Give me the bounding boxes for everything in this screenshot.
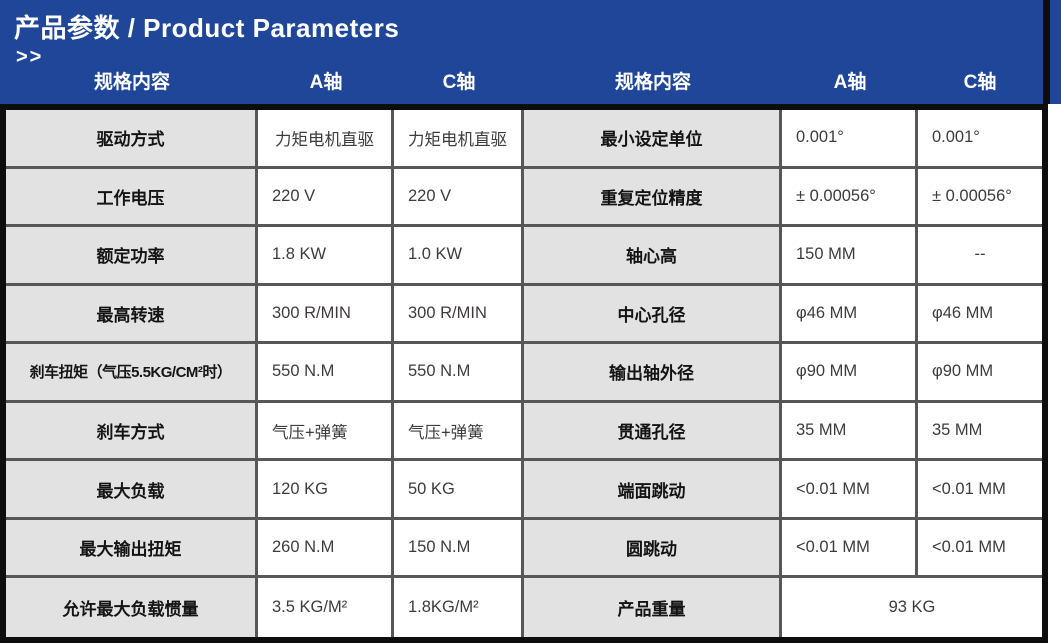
column-header-a-axis-right: A轴 bbox=[833, 71, 867, 93]
value-a-axis: <0.01 MM bbox=[782, 461, 918, 520]
column-headers-row: 规格内容 A轴 C轴 规格内容 A轴 C轴 bbox=[6, 62, 1042, 98]
column-header-c-axis-right: C轴 bbox=[963, 71, 997, 93]
spec-label: 最大负载 bbox=[6, 461, 258, 520]
value-a-axis: 150 MM bbox=[782, 227, 918, 286]
column-header-a-axis-left: A轴 bbox=[309, 71, 343, 93]
column-header-spec-left: 规格内容 bbox=[93, 71, 170, 93]
spec-label: 贯通孔径 bbox=[524, 402, 782, 462]
value-c-axis: 220 V bbox=[394, 168, 524, 228]
chevrons-decoration: >> bbox=[16, 46, 44, 68]
value-a-axis: 220 V bbox=[258, 168, 394, 228]
value-c-axis: 50 KG bbox=[394, 461, 524, 520]
value-c-axis: 150 N.M bbox=[394, 519, 524, 579]
value-c-axis: φ90 MM bbox=[918, 344, 1042, 403]
spec-label: 圆跳动 bbox=[524, 519, 782, 579]
band-notch-divider bbox=[1043, 0, 1050, 104]
spec-label: 刹车方式 bbox=[6, 402, 258, 462]
value-c-axis: ± 0.00056° bbox=[918, 168, 1042, 228]
parameters-table: 驱动方式 力矩电机直驱 力矩电机直驱 工作电压 220 V 220 V 额定功率 1.8 KW… bbox=[0, 104, 1048, 643]
value-a-axis: 0.001° bbox=[782, 110, 918, 169]
spec-label: 轴心高 bbox=[524, 227, 782, 286]
value-a-axis: 300 R/MIN bbox=[258, 285, 394, 345]
column-header-spec-right: 规格内容 bbox=[614, 71, 691, 93]
spec-label: 最小设定单位 bbox=[524, 110, 782, 169]
value-c-axis: <0.01 MM bbox=[918, 461, 1042, 520]
spec-label: 产品重量 bbox=[524, 578, 782, 637]
table-panel-right: 最小设定单位 0.001° 0.001° 重复定位精度 ± 0.00056° ± 0.00… bbox=[524, 110, 1042, 637]
spec-label: 最大输出扭矩 bbox=[6, 519, 258, 579]
table-panel-left: 驱动方式 力矩电机直驱 力矩电机直驱 工作电压 220 V 220 V 额定功率 1.8 KW… bbox=[6, 110, 524, 637]
value-c-axis: 1.0 KW bbox=[394, 227, 524, 286]
value-span: 93 KG bbox=[782, 578, 1042, 637]
value-c-axis: -- bbox=[918, 227, 1042, 286]
spec-label: 允许最大负载惯量 bbox=[6, 578, 258, 637]
column-header-c-axis-left: C轴 bbox=[442, 71, 476, 93]
page-title: 产品参数 / Product Parameters bbox=[14, 13, 400, 43]
spec-label: 重复定位精度 bbox=[524, 168, 782, 228]
value-c-axis: <0.01 MM bbox=[918, 519, 1042, 579]
spec-label: 中心孔径 bbox=[524, 285, 782, 345]
value-a-axis: φ46 MM bbox=[782, 285, 918, 345]
value-a-axis: 气压+弹簧 bbox=[258, 402, 394, 462]
spec-label: 驱动方式 bbox=[6, 110, 258, 169]
value-a-axis: 3.5 KG/M² bbox=[258, 578, 394, 637]
spec-label: 最高转速 bbox=[6, 285, 258, 345]
value-c-axis: φ46 MM bbox=[918, 285, 1042, 345]
value-a-axis: 35 MM bbox=[782, 402, 918, 462]
spec-label: 端面跳动 bbox=[524, 461, 782, 520]
value-a-axis: 1.8 KW bbox=[258, 227, 394, 286]
value-c-axis: 35 MM bbox=[918, 402, 1042, 462]
spec-label: 输出轴外径 bbox=[524, 344, 782, 403]
spec-label: 额定功率 bbox=[6, 227, 258, 286]
value-c-axis: 力矩电机直驱 bbox=[394, 110, 524, 169]
value-a-axis: ± 0.00056° bbox=[782, 168, 918, 228]
header-band: 产品参数 / Product Parameters >> 规格内容 A轴 C轴 … bbox=[0, 0, 1061, 104]
value-c-axis: 气压+弹簧 bbox=[394, 402, 524, 462]
value-c-axis: 550 N.M bbox=[394, 344, 524, 403]
value-c-axis: 1.8KG/M² bbox=[394, 578, 524, 637]
value-c-axis: 0.001° bbox=[918, 110, 1042, 169]
value-a-axis: φ90 MM bbox=[782, 344, 918, 403]
value-a-axis: 550 N.M bbox=[258, 344, 394, 403]
value-a-axis: <0.01 MM bbox=[782, 519, 918, 579]
value-a-axis: 120 KG bbox=[258, 461, 394, 520]
value-c-axis: 300 R/MIN bbox=[394, 285, 524, 345]
spec-label: 刹车扭矩（气压5.5KG/CM²时） bbox=[6, 344, 258, 403]
value-a-axis: 力矩电机直驱 bbox=[258, 110, 394, 169]
value-a-axis: 260 N.M bbox=[258, 519, 394, 579]
spec-label: 工作电压 bbox=[6, 168, 258, 228]
